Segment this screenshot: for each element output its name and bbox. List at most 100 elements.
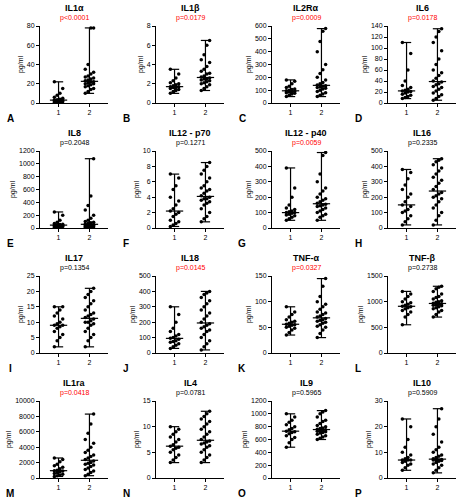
svg-text:p=0.2048: p=0.2048 xyxy=(60,139,89,147)
svg-text:2: 2 xyxy=(203,359,207,366)
svg-text:IL2Rα: IL2Rα xyxy=(293,3,319,13)
svg-text:4000: 4000 xyxy=(19,444,35,451)
svg-text:IL4: IL4 xyxy=(184,378,197,388)
svg-text:pg/ml: pg/ml xyxy=(137,56,145,74)
svg-text:0: 0 xyxy=(147,99,151,106)
svg-text:p<0.0001: p<0.0001 xyxy=(60,14,89,22)
svg-text:150: 150 xyxy=(255,272,267,279)
svg-text:pg/ml: pg/ml xyxy=(365,431,373,449)
svg-text:8: 8 xyxy=(147,163,151,170)
svg-text:pg/ml: pg/ml xyxy=(357,306,365,324)
svg-text:200: 200 xyxy=(23,212,35,219)
svg-text:D: D xyxy=(355,113,362,124)
svg-text:60: 60 xyxy=(375,66,383,73)
svg-text:0: 0 xyxy=(379,349,383,356)
svg-text:400: 400 xyxy=(23,199,35,206)
svg-text:p=0.1271: p=0.1271 xyxy=(176,139,205,147)
svg-text:1: 1 xyxy=(173,484,177,491)
svg-text:2: 2 xyxy=(319,109,323,116)
svg-text:80: 80 xyxy=(27,22,35,29)
svg-text:N: N xyxy=(123,488,130,499)
svg-text:200: 200 xyxy=(255,462,267,469)
svg-text:1: 1 xyxy=(173,109,177,116)
svg-text:p=0.0327: p=0.0327 xyxy=(292,264,321,272)
svg-text:100: 100 xyxy=(255,87,267,94)
svg-text:500: 500 xyxy=(255,35,267,42)
svg-text:p=0.0145: p=0.0145 xyxy=(176,264,205,272)
svg-text:600: 600 xyxy=(255,436,267,443)
svg-text:10: 10 xyxy=(27,319,35,326)
svg-text:10: 10 xyxy=(375,449,383,456)
svg-text:1: 1 xyxy=(289,359,293,366)
svg-text:p=0.0179: p=0.0179 xyxy=(176,14,205,22)
svg-text:G: G xyxy=(238,238,246,249)
svg-text:120: 120 xyxy=(371,33,383,40)
svg-text:60: 60 xyxy=(27,42,35,49)
svg-text:0: 0 xyxy=(31,224,35,231)
svg-text:1: 1 xyxy=(405,234,409,241)
svg-text:8000: 8000 xyxy=(19,413,35,420)
svg-text:1: 1 xyxy=(173,359,177,366)
svg-text:1: 1 xyxy=(57,109,61,116)
svg-text:1: 1 xyxy=(173,234,177,241)
svg-text:pg/ml: pg/ml xyxy=(245,306,253,324)
svg-text:L: L xyxy=(355,363,361,374)
svg-text:100: 100 xyxy=(139,334,151,341)
svg-text:C: C xyxy=(239,113,246,124)
svg-text:p=0.5909: p=0.5909 xyxy=(408,389,437,397)
svg-text:10: 10 xyxy=(143,147,151,154)
svg-text:300: 300 xyxy=(255,178,267,185)
svg-text:100: 100 xyxy=(371,44,383,51)
svg-text:0: 0 xyxy=(147,224,151,231)
svg-text:pg/ml: pg/ml xyxy=(241,431,249,449)
svg-text:IL9: IL9 xyxy=(300,378,313,388)
svg-text:0: 0 xyxy=(31,349,35,356)
svg-text:I: I xyxy=(9,363,12,374)
svg-text:IL6: IL6 xyxy=(416,3,429,13)
svg-text:0: 0 xyxy=(31,474,35,481)
svg-text:p=0.0009: p=0.0009 xyxy=(292,14,321,22)
svg-text:1200: 1200 xyxy=(251,397,267,404)
svg-text:p=0.1354: p=0.1354 xyxy=(60,264,89,272)
svg-text:pg/ml: pg/ml xyxy=(5,431,13,449)
svg-text:A: A xyxy=(7,113,14,124)
svg-text:1: 1 xyxy=(405,109,409,116)
svg-text:1: 1 xyxy=(289,484,293,491)
svg-text:200: 200 xyxy=(255,194,267,201)
svg-text:pg/ml: pg/ml xyxy=(245,181,253,199)
svg-text:2: 2 xyxy=(203,109,207,116)
svg-text:pg/ml: pg/ml xyxy=(133,181,141,199)
svg-text:2: 2 xyxy=(435,484,439,491)
svg-text:2000: 2000 xyxy=(19,459,35,466)
svg-text:pg/ml: pg/ml xyxy=(133,431,141,449)
svg-text:1: 1 xyxy=(405,484,409,491)
svg-text:400: 400 xyxy=(371,163,383,170)
svg-text:2: 2 xyxy=(319,484,323,491)
svg-text:500: 500 xyxy=(371,324,383,331)
svg-text:0: 0 xyxy=(31,99,35,106)
svg-text:1: 1 xyxy=(289,109,293,116)
svg-text:50: 50 xyxy=(259,324,267,331)
svg-text:2: 2 xyxy=(147,209,151,216)
svg-text:1000: 1000 xyxy=(19,160,35,167)
svg-text:0: 0 xyxy=(263,349,267,356)
svg-text:p=0.0178: p=0.0178 xyxy=(408,14,437,22)
svg-text:300: 300 xyxy=(371,178,383,185)
svg-text:20: 20 xyxy=(375,88,383,95)
svg-text:1200: 1200 xyxy=(19,147,35,154)
svg-text:10: 10 xyxy=(143,423,151,430)
svg-text:0: 0 xyxy=(147,474,151,481)
svg-text:100: 100 xyxy=(255,209,267,216)
svg-text:20: 20 xyxy=(27,288,35,295)
svg-text:2: 2 xyxy=(203,484,207,491)
svg-text:p=0.0059: p=0.0059 xyxy=(292,139,321,147)
svg-text:400: 400 xyxy=(139,288,151,295)
svg-text:100: 100 xyxy=(371,209,383,216)
svg-text:140: 140 xyxy=(371,22,383,29)
svg-text:pg/ml: pg/ml xyxy=(245,56,253,74)
svg-text:0: 0 xyxy=(263,474,267,481)
svg-text:4: 4 xyxy=(147,61,151,68)
svg-text:p=0.2335: p=0.2335 xyxy=(408,139,437,147)
svg-text:IL16: IL16 xyxy=(413,128,431,138)
svg-text:40: 40 xyxy=(27,61,35,68)
